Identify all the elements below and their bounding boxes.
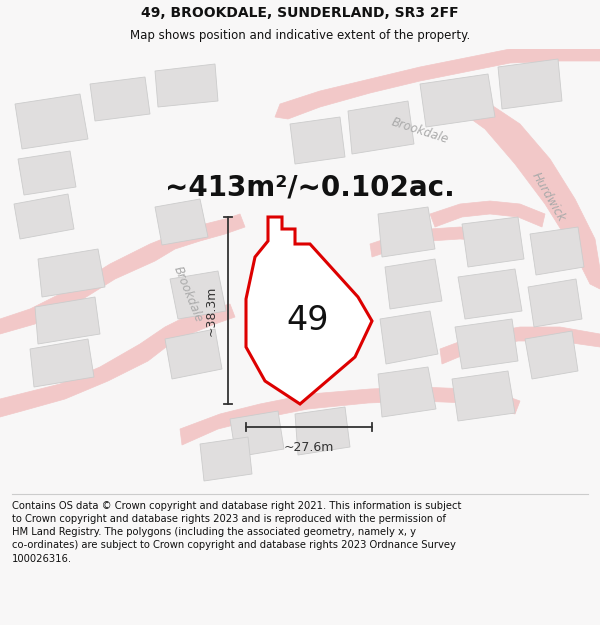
Polygon shape [380, 311, 438, 364]
Polygon shape [385, 259, 442, 309]
Polygon shape [290, 117, 345, 164]
Polygon shape [180, 387, 520, 445]
Polygon shape [430, 201, 545, 227]
Polygon shape [378, 207, 435, 257]
Polygon shape [525, 331, 578, 379]
Polygon shape [0, 214, 245, 334]
Polygon shape [530, 227, 584, 275]
Polygon shape [14, 194, 74, 239]
Polygon shape [170, 271, 226, 319]
Polygon shape [35, 297, 100, 344]
Polygon shape [295, 407, 350, 455]
Polygon shape [462, 217, 524, 267]
Text: Contains OS data © Crown copyright and database right 2021. This information is : Contains OS data © Crown copyright and d… [12, 501, 461, 564]
Polygon shape [498, 59, 562, 109]
Polygon shape [460, 99, 600, 289]
Polygon shape [155, 64, 218, 107]
Text: Brookdale: Brookdale [390, 116, 450, 146]
Polygon shape [348, 101, 414, 154]
Text: 49: 49 [287, 304, 329, 338]
Polygon shape [370, 227, 490, 257]
Polygon shape [440, 327, 600, 364]
Polygon shape [420, 74, 495, 127]
Polygon shape [200, 437, 252, 481]
Polygon shape [458, 269, 522, 319]
Polygon shape [155, 199, 208, 245]
Polygon shape [452, 371, 515, 421]
Text: Map shows position and indicative extent of the property.: Map shows position and indicative extent… [130, 29, 470, 42]
Polygon shape [30, 339, 94, 387]
Polygon shape [15, 94, 88, 149]
Polygon shape [378, 367, 436, 417]
Text: Brookdale: Brookdale [171, 264, 205, 324]
Polygon shape [230, 411, 284, 457]
Polygon shape [528, 279, 582, 327]
Polygon shape [38, 249, 105, 297]
Text: ~413m²/~0.102ac.: ~413m²/~0.102ac. [165, 173, 455, 201]
Polygon shape [246, 217, 372, 404]
Polygon shape [455, 319, 518, 369]
Polygon shape [90, 77, 150, 121]
Text: 49, BROOKDALE, SUNDERLAND, SR3 2FF: 49, BROOKDALE, SUNDERLAND, SR3 2FF [141, 6, 459, 21]
Polygon shape [18, 151, 76, 195]
Polygon shape [165, 329, 222, 379]
Text: Hurdwick: Hurdwick [529, 170, 568, 224]
Text: ~27.6m: ~27.6m [284, 441, 334, 454]
Polygon shape [275, 49, 600, 119]
Text: ~38.3m: ~38.3m [205, 285, 218, 336]
Polygon shape [0, 304, 235, 417]
